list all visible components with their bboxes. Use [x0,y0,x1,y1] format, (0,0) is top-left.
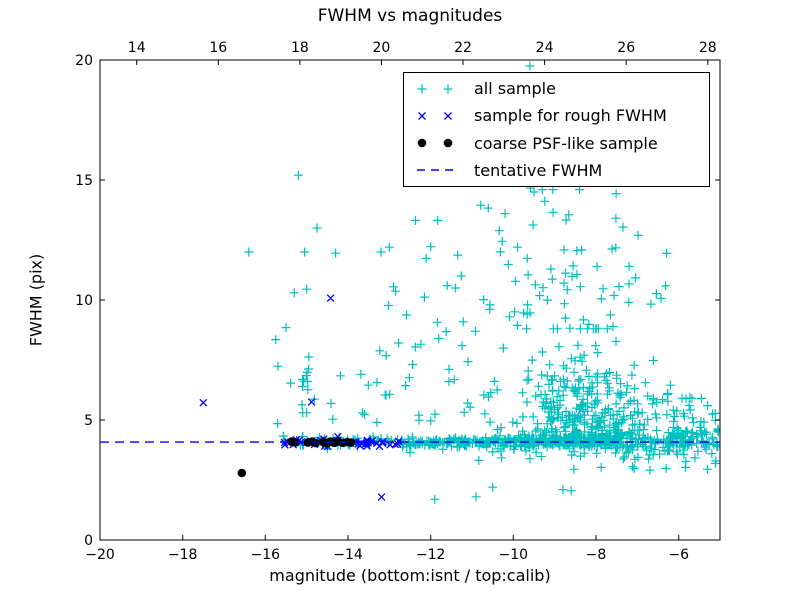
y-tick-label: 10 [75,293,93,309]
legend-label: tentative FWHM [474,160,603,180]
x-top-tick-label: 26 [617,40,635,56]
series-coarse-PSF-like-sample [237,437,356,478]
x-top-tick-label: 24 [536,40,554,56]
x-top-tick-label: 20 [372,40,390,56]
legend-label: all sample [474,79,556,99]
series-sample-for-rough-FWHM [199,294,403,501]
legend-item-psf-sample: coarse PSF-like sample [412,130,709,156]
x-bottom-tick-label: −10 [499,547,529,563]
legend-item-rough-fwhm: sample for rough FWHM [412,103,709,129]
chart-title: FWHM vs magnitudes [317,6,503,26]
x-bottom-tick-label: −12 [416,547,446,563]
legend-label: coarse PSF-like sample [474,133,658,153]
legend-item-tentative-fwhm: tentative FWHM [412,157,709,183]
x-top-tick-label: 28 [699,40,717,56]
x-axis-label: magnitude (bottom:isnt / top:calib) [269,566,551,585]
x-top-tick-label: 14 [128,40,146,56]
x-marker-icon [418,111,452,120]
y-tick-label: 5 [84,413,93,429]
x-top-tick-label: 18 [291,40,309,56]
x-bottom-tick-label: −6 [668,547,689,563]
plus-marker-icon [417,84,453,94]
legend-item-all-sample: all sample [412,76,709,102]
y-axis-label: FWHM (pix) [26,253,46,347]
data-points-layer [100,61,720,504]
x-bottom-tick-label: −14 [333,547,363,563]
x-top-tick-label: 22 [454,40,472,56]
legend-label: sample for rough FWHM [474,106,667,126]
y-tick-label: 20 [75,53,93,69]
y-tick-label: 15 [75,173,93,189]
x-bottom-tick-label: −16 [251,547,281,563]
x-bottom-tick-label: −18 [168,547,198,563]
x-top-tick-label: 16 [209,40,227,56]
legend-box: all sample sample for rough FWHM coarse … [403,72,710,187]
x-bottom-tick-label: −20 [85,547,115,563]
y-tick-label: 0 [84,533,93,549]
x-bottom-tick-label: −8 [586,547,607,563]
dot-marker-icon [417,138,453,148]
dashed-line-icon [417,169,457,172]
